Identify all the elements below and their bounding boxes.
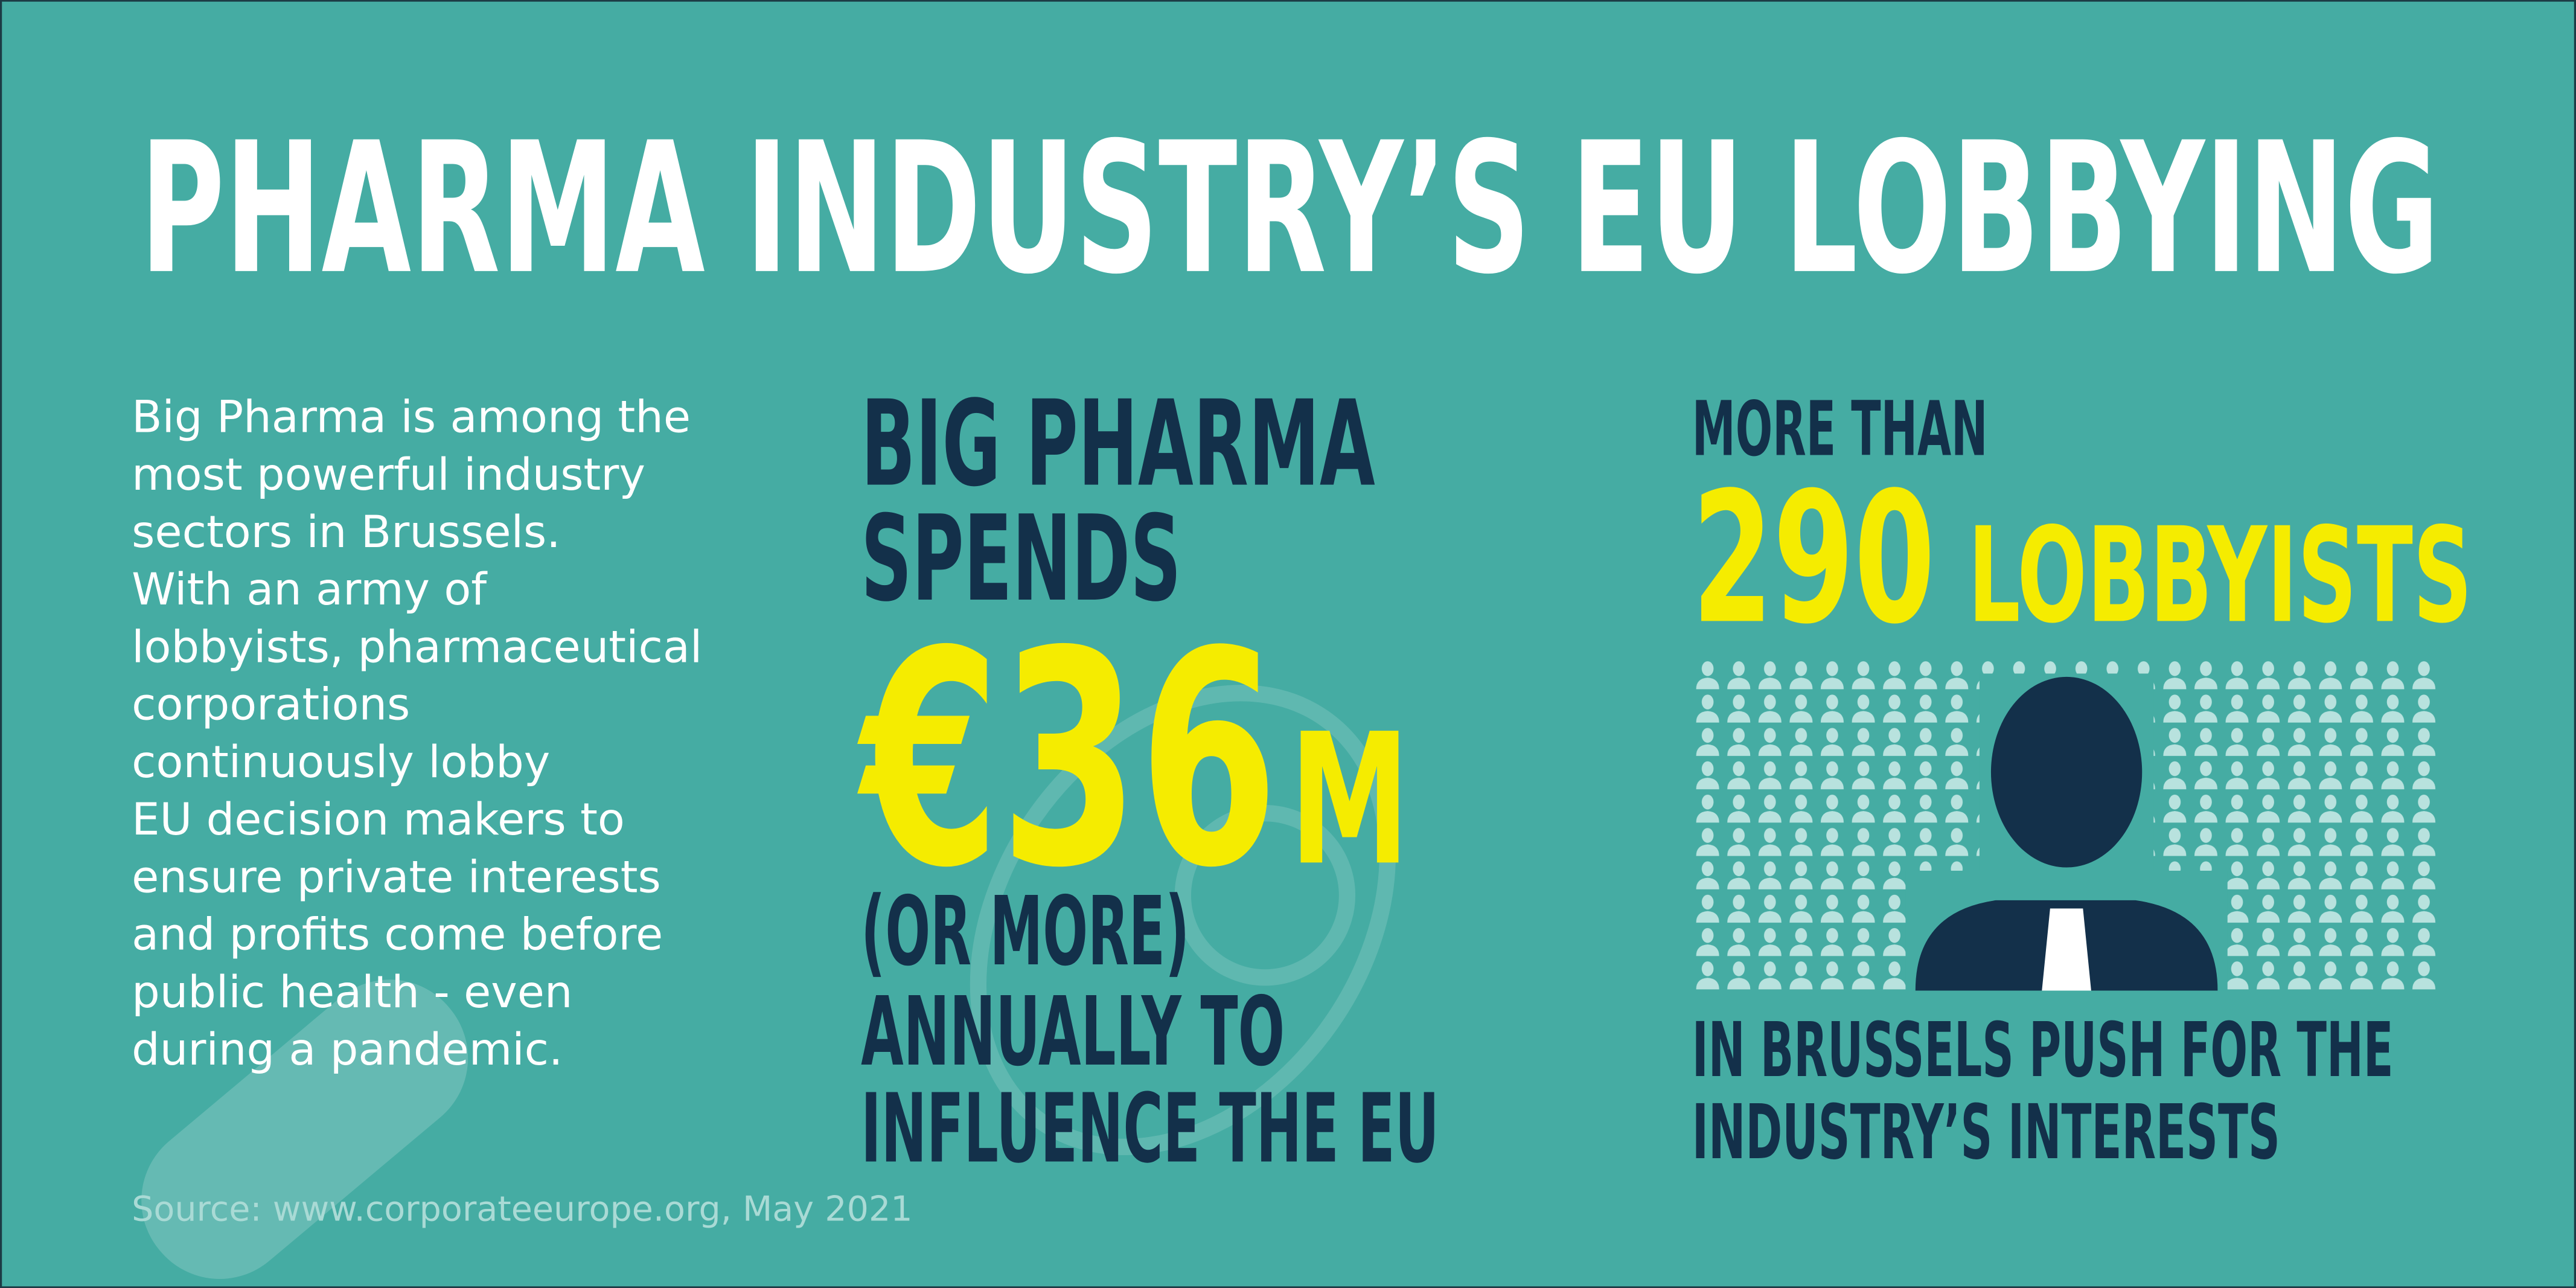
intro-line: continuously lobby bbox=[132, 737, 550, 788]
spending-amount: €36 bbox=[854, 588, 1279, 932]
intro-line: Big Pharma is among the bbox=[132, 392, 691, 443]
intro-line: lobbyists, pharmaceutical bbox=[132, 621, 702, 673]
intro-line: during a pandemic. bbox=[132, 1024, 563, 1075]
spending-note: (OR MORE) bbox=[861, 877, 1189, 987]
spending-line: INFLUENCE THE EU bbox=[861, 1074, 1439, 1185]
intro-line: EU decision makers to bbox=[132, 794, 625, 845]
spending-unit: M bbox=[1290, 694, 1410, 905]
title: PHARMA INDUSTRY’S EU LOBBYING bbox=[140, 103, 2440, 314]
intro-text: Big Pharma is among the most powerful ind… bbox=[132, 392, 702, 1075]
spending-block: BIG PHARMA SPENDS €36 M (OR MORE) ANNUAL… bbox=[854, 376, 1439, 1185]
watermark-euro bbox=[970, 685, 1396, 1155]
intro-line: corporations bbox=[132, 679, 410, 731]
lobbyists-block: MORE THAN 290 LOBBYISTS IN BRUSSELS PUSH… bbox=[1692, 385, 2472, 1176]
intro-line: most powerful industry bbox=[132, 449, 645, 501]
lobbyists-line: IN BRUSSELS PUSH FOR THE bbox=[1692, 1006, 2394, 1094]
lobbyists-line: INDUSTRY’S INTERESTS bbox=[1692, 1088, 2280, 1176]
intro-line: public health - even bbox=[132, 967, 572, 1018]
spending-line: ANNUALLY TO bbox=[861, 977, 1285, 1088]
intro-line: ensure private interests bbox=[132, 851, 661, 903]
lobbyists-prefix: MORE THAN bbox=[1692, 385, 1988, 473]
intro-line: sectors in Brussels. bbox=[132, 507, 560, 558]
lobbyist-silhouette bbox=[1905, 673, 2228, 991]
spending-line: BIG PHARMA bbox=[861, 376, 1375, 513]
watermark-pill bbox=[141, 979, 468, 1279]
lobbyists-label: LOBBYISTS bbox=[1968, 499, 2472, 652]
spending-line: SPENDS bbox=[861, 490, 1181, 628]
source: Source: www.corporateeurope.org, May 202… bbox=[132, 1189, 913, 1229]
intro-line: and profits come before bbox=[132, 909, 663, 961]
intro-line: With an army of bbox=[132, 564, 488, 615]
lobbyists-count: 290 bbox=[1692, 453, 1935, 664]
